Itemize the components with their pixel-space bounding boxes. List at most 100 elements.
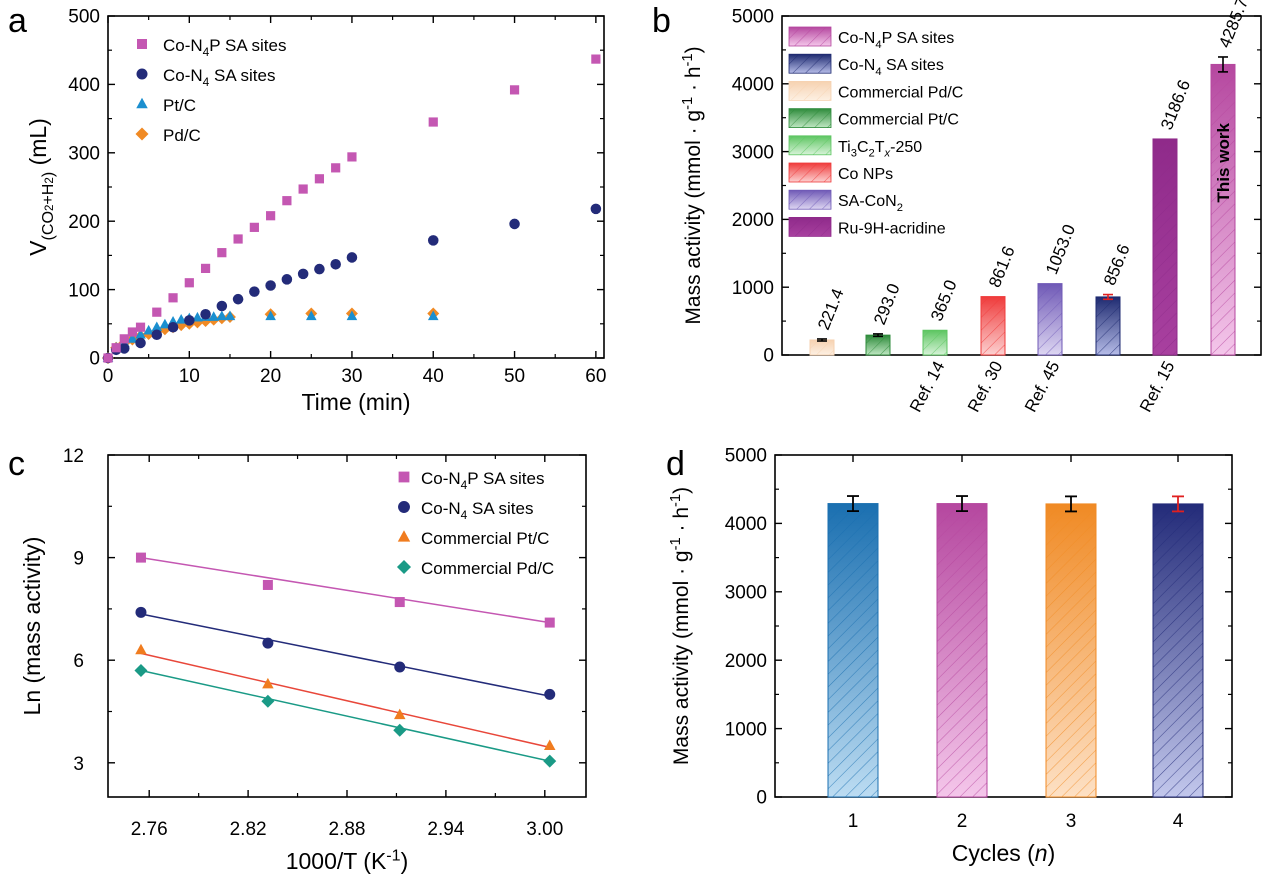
data-point [509,85,520,95]
bar-hatch [1210,63,1236,356]
legend-label: SA-CoN2 [838,193,903,214]
data-point [191,316,204,329]
legend-label: Pt/C [163,96,196,115]
data-point [216,300,228,312]
data-label: 1053.0 [1042,222,1079,277]
legend-label: Co-N4 SA sites [163,66,275,89]
x-tick-label: 60 [585,366,606,387]
data-label: 365.0 [927,277,961,324]
text-span: C [857,139,869,156]
data-point [282,196,292,206]
x-tick-label: 2.76 [131,819,168,840]
text-span: Co-N [163,36,203,55]
data-label: 3186.6 [1157,77,1194,132]
data-point [394,597,405,608]
text-span: -1 [386,846,400,864]
text-span: 2 [869,148,875,160]
data-point [175,319,188,332]
y-tick-label: 0 [756,788,767,809]
bar-hatch [1152,138,1178,356]
legend-label: Co-N4P SA sites [163,36,286,59]
y-tick-label: 100 [68,280,100,301]
data-point [393,723,407,737]
text-span: Ru-9H-acridine [838,220,946,237]
x-tick-label: 1 [848,811,859,832]
data-label: 221.4 [814,286,848,333]
data-point [427,310,439,321]
data-point [135,643,147,655]
data-point [265,280,276,291]
y-tick-label: 9 [73,549,84,570]
text-span: 4 [203,45,210,59]
x-tick-label: 3.00 [526,819,563,840]
data-point [393,708,406,720]
chart-panel-a: 0 100 200 300 400 500 0 10 20 30 40 50 60 Time (min) V… [25,7,606,415]
bar-hatch [809,339,835,356]
y-tick-label: 3000 [725,582,767,603]
data-point [543,754,557,768]
data-point [217,248,227,258]
y-tick-label: 2000 [725,651,767,672]
text-span: Ti [838,139,851,156]
legend-label: Co-N4P SA sites [838,30,954,51]
data-point [135,322,146,332]
data-point [346,310,358,321]
legend-swatch-hatch [788,162,832,183]
x-axis-label: Time (min) [301,389,410,415]
y-tick-label: 4000 [725,514,767,535]
data-point [151,329,163,341]
text-span: Co-N [838,57,875,74]
x-axis-label: 1000/T (K-1) [286,846,409,874]
bar-hatch [1045,503,1097,798]
bar-hatch [922,329,948,356]
data-point [118,343,130,354]
data-point [127,333,138,343]
legend-label: Commercial Pd/C [838,84,963,101]
data-point [184,315,195,326]
legend-marker [398,471,410,483]
text-span: 4 [203,75,210,89]
bar-category-label: Ref. 30 [964,358,1007,415]
data-point [428,117,438,127]
bar-hatch [1095,296,1121,356]
y-axis-label: Mass activity (mmol · g-1 · h-1) [680,46,705,324]
legend-swatch-hatch [788,189,832,210]
data-point [143,324,154,335]
text-span: Cycles ( [952,840,1035,866]
data-point [330,259,341,270]
y-axis-label: Mass activity (mmol · g-1 · h-1) [668,487,693,765]
legend-label: Commercial Pt/C [838,112,959,129]
x-tick-label: 2.82 [230,819,267,840]
y-tick-label: 200 [68,212,100,233]
text-span: · h [670,507,693,537]
text-span: Commercial Pt/C [838,112,959,129]
data-point [543,739,556,750]
text-span: Co-N [163,66,203,85]
text-span: -1 [668,494,684,507]
text-span: Commercial Pd/C [838,84,963,101]
data-point [347,152,357,162]
data-point [135,337,146,349]
y-tick-label: 3000 [732,142,774,163]
x-tick-label: 2.88 [329,819,366,840]
text-span: (mL) [25,118,51,172]
y-tick-label: 5000 [725,446,767,467]
text-span: +H [39,184,57,205]
data-point [208,311,219,321]
data-point [224,310,236,321]
data-point [544,688,556,700]
bar-hatch [1037,283,1063,356]
text-span: ) [39,172,57,177]
data-label: 293.0 [870,281,904,328]
panel-label-d: d [666,445,685,483]
text-span: SA-CoN [838,193,897,210]
legend-swatch-hatch [788,26,832,47]
text-span: n [1035,840,1048,866]
text-span: Pt/C [163,96,196,115]
text-span: T [875,139,885,156]
chart-panel-c: 3 6 9 12 2.76 2.82 2.88 2.94 3.00 1000/T (K-1) Ln … [19,446,587,874]
data-point [262,579,273,590]
data-point [394,661,406,673]
